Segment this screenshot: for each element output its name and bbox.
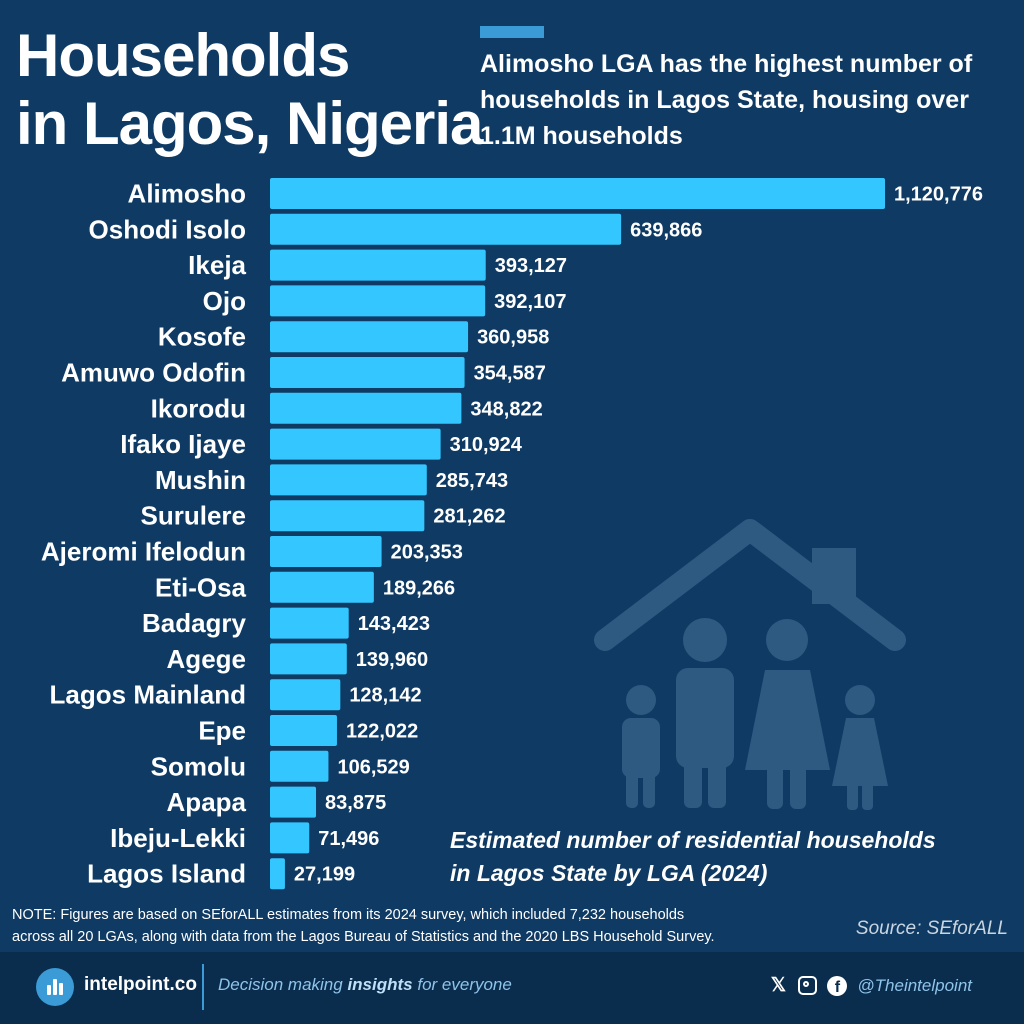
page-title: Households in Lagos, Nigeria: [16, 22, 483, 158]
bar-8: [270, 464, 427, 496]
tagline: Decision making insights for everyone: [218, 975, 512, 995]
accent-bar: [480, 26, 544, 38]
footer-bar: intelpoint.co Decision making insights f…: [0, 952, 1024, 1024]
bar-5: [270, 357, 465, 388]
value-label-13: 139,960: [356, 649, 428, 671]
bar-14: [270, 679, 341, 711]
category-label-2: Ikeja: [188, 250, 246, 280]
tagline-emphasis: insights: [347, 975, 413, 994]
bars-group: Alimosho 1,120,776 Oshodi Isolo 639,866 Ikej…: [41, 178, 983, 890]
value-label-4: 360,958: [477, 327, 549, 349]
value-label-9: 281,262: [433, 506, 505, 528]
value-label-10: 203,353: [391, 542, 463, 564]
bar-2: [270, 249, 486, 281]
category-label-13: Agege: [167, 644, 246, 674]
facebook-icon[interactable]: f: [827, 975, 848, 996]
value-label-15: 122,022: [346, 721, 418, 743]
value-label-6: 348,822: [470, 398, 542, 420]
chart-caption: Estimated number of residential househol…: [450, 824, 1020, 890]
bar-10: [270, 536, 382, 567]
value-label-14: 128,142: [349, 685, 421, 707]
bar-15: [270, 715, 337, 746]
caption-line-1: Estimated number of residential househol…: [450, 827, 936, 853]
intelpoint-logo-icon[interactable]: [36, 968, 74, 1006]
bar-17: [270, 786, 317, 818]
category-label-8: Mushin: [155, 465, 246, 495]
bar-11: [270, 571, 374, 603]
value-label-11: 189,266: [383, 577, 455, 599]
bar-18: [270, 822, 310, 854]
brand-link[interactable]: intelpoint.co: [84, 974, 197, 995]
value-label-3: 392,107: [494, 291, 566, 313]
category-label-15: Epe: [198, 716, 246, 746]
category-label-10: Ajeromi Ifelodun: [41, 537, 246, 567]
category-label-5: Amuwo Odofin: [61, 358, 246, 388]
bar-16: [270, 750, 329, 782]
value-label-16: 106,529: [337, 756, 409, 778]
category-label-3: Ojo: [203, 286, 246, 316]
value-label-8: 285,743: [436, 470, 508, 492]
headline: Alimosho LGA has the highest number of h…: [480, 50, 973, 150]
bar-chart: Alimosho 1,120,776 Oshodi Isolo 639,866 Ikej…: [41, 178, 983, 890]
value-label-1: 639,866: [630, 219, 702, 241]
value-label-2: 393,127: [495, 255, 567, 277]
category-label-7: Ifako Ijaye: [120, 429, 246, 459]
bar-4: [270, 321, 469, 353]
category-label-0: Alimosho: [128, 179, 246, 209]
category-label-9: Surulere: [141, 501, 247, 531]
category-label-18: Ibeju-Lekki: [110, 823, 246, 853]
bar-13: [270, 643, 347, 675]
title-line-1: Households: [16, 22, 350, 89]
value-label-7: 310,924: [450, 434, 523, 456]
source-label: Source: SEforALL: [855, 918, 1008, 939]
category-label-19: Lagos Island: [87, 859, 246, 889]
category-label-17: Apapa: [167, 787, 247, 817]
value-label-0: 1,120,776: [894, 184, 983, 206]
bar-12: [270, 607, 349, 639]
category-label-1: Oshodi Isolo: [89, 214, 246, 244]
instagram-icon[interactable]: [798, 976, 818, 995]
category-label-11: Eti-Osa: [155, 572, 247, 602]
x-twitter-icon[interactable]: 𝕏: [770, 975, 787, 996]
social-handle[interactable]: @Theintelpoint: [857, 975, 972, 995]
value-label-5: 354,587: [474, 363, 546, 385]
bar-7: [270, 428, 441, 460]
social-links: 𝕏 f @Theintelpoint: [768, 974, 972, 997]
footnote: NOTE: Figures are based on SEforALL esti…: [12, 904, 832, 948]
bar-9: [270, 500, 425, 532]
caption-line-2: in Lagos State by LGA (2024): [450, 860, 768, 886]
footer-divider: [202, 964, 204, 1010]
category-label-16: Somolu: [151, 751, 246, 781]
bar-0: [270, 178, 885, 209]
value-label-17: 83,875: [325, 792, 386, 814]
title-line-2: in Lagos, Nigeria: [16, 90, 483, 157]
tagline-end: for everyone: [412, 975, 512, 994]
bar-3: [270, 285, 486, 317]
value-label-12: 143,423: [358, 613, 430, 635]
bar-1: [270, 213, 622, 245]
house-family-illustration: [594, 519, 906, 810]
note-line-1: NOTE: Figures are based on SEforALL esti…: [12, 907, 685, 923]
category-label-12: Badagry: [142, 608, 247, 638]
value-label-18: 71,496: [318, 828, 379, 850]
bar-19: [270, 858, 285, 890]
value-label-19: 27,199: [294, 864, 355, 886]
tagline-start: Decision making: [218, 975, 348, 994]
category-label-6: Ikorodu: [151, 393, 246, 423]
category-label-14: Lagos Mainland: [50, 680, 246, 710]
bar-6: [270, 392, 462, 424]
category-label-4: Kosofe: [158, 322, 246, 352]
note-line-2: across all 20 LGAs, along with data from…: [12, 929, 715, 945]
